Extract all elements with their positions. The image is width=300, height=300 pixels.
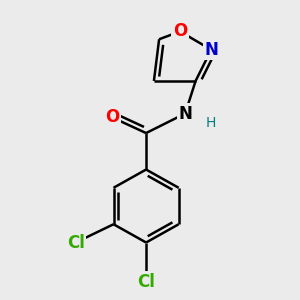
Text: Cl: Cl <box>67 233 85 251</box>
Text: N: N <box>204 41 218 59</box>
Text: Cl: Cl <box>137 273 155 291</box>
Text: H: H <box>206 116 216 130</box>
Text: O: O <box>105 108 119 126</box>
Text: O: O <box>173 22 187 40</box>
Text: N: N <box>178 104 192 122</box>
